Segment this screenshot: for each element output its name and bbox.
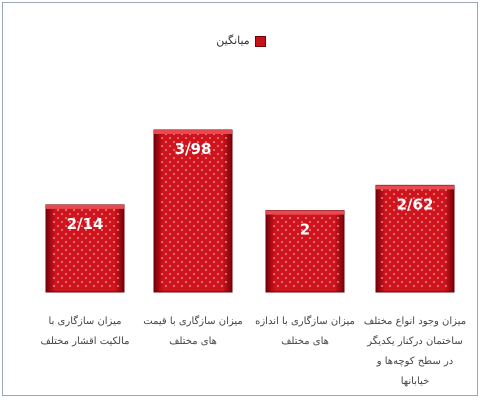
bar-group: 2/62: [375, 184, 455, 293]
x-tick-label: میزان سازگاری با اندازه های مختلف: [255, 316, 355, 347]
bar-group: 3/98: [153, 129, 233, 293]
bar-top-bevel: [46, 204, 124, 209]
x-tick-label: میزان وجود انواع مختلف ساختمان درکنار یک…: [363, 316, 467, 387]
data-label: 3/98: [175, 140, 212, 158]
bar-dots: [51, 208, 119, 288]
bar-group: 2: [265, 210, 345, 293]
bar-top-bevel: [376, 185, 454, 190]
bar-dots: [159, 134, 227, 288]
bar-dots: [271, 214, 339, 288]
legend-label: میانگین: [216, 34, 250, 47]
data-label: 2/62: [397, 195, 434, 213]
data-label: 2/14: [67, 215, 104, 233]
bar-dots: [381, 189, 449, 288]
bar-group: 2/14: [45, 204, 125, 293]
x-tick-label: میزان سازگاری با مالکیت اقشار مختلف: [40, 316, 130, 347]
legend-swatch: [254, 35, 266, 47]
data-label: 2: [300, 221, 310, 239]
bar-top-bevel: [266, 210, 344, 215]
bar-top-bevel: [154, 130, 232, 135]
chart-frame: [2, 2, 478, 396]
x-tick-label: میزان سازگاری با قیمت های مختلف: [143, 316, 243, 347]
legend: میانگین: [0, 34, 482, 47]
